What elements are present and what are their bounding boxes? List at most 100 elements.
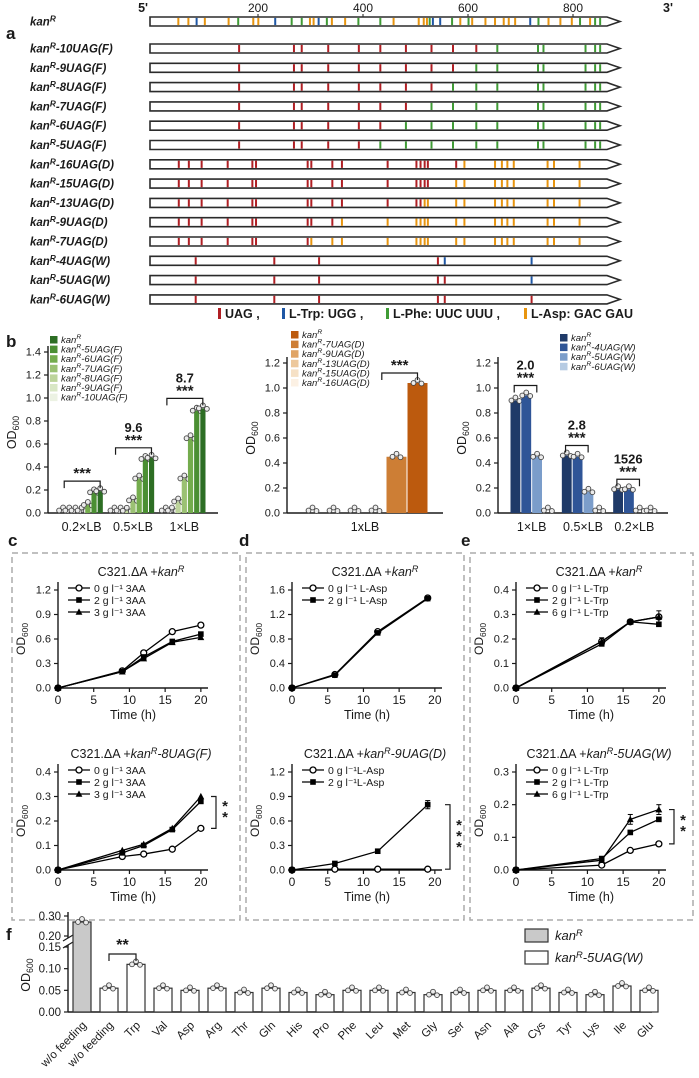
- data-point: [113, 507, 120, 514]
- data-point: [87, 489, 93, 496]
- series-line: [515, 808, 660, 871]
- x-tick-label: 5: [324, 875, 331, 889]
- series-line: [515, 616, 659, 689]
- bar: [342, 989, 362, 1013]
- legend-swatch: [50, 355, 58, 363]
- y-tick-label: 0.3: [494, 609, 509, 621]
- filled-triangle-marker: [168, 824, 176, 832]
- significance-stars: ***: [176, 382, 194, 399]
- data-point: [144, 454, 151, 461]
- legend-label: kanR-5UAG(F): [61, 344, 122, 356]
- line-chart-c-top: C321.ΔA +kanR 0.0 0.3 0.6 0.9 1.2 0 5 10 15 20 Time…: [36, 564, 208, 722]
- open-circle-marker: [197, 824, 205, 832]
- legend-label: 2 g l⁻¹ 3AA: [94, 595, 146, 607]
- filled-triangle-marker: [626, 618, 634, 625]
- y-tick-label: 1.2: [476, 358, 491, 370]
- legend-label: kanR-5UAG(W): [571, 351, 636, 363]
- data-point: [189, 407, 196, 414]
- gene-map-legend-item: L-Trp: UGG ,: [282, 307, 363, 321]
- legend-tick-icon: [524, 308, 527, 319]
- gene-row-label: kanR-5UAG(F): [30, 138, 106, 152]
- x-axis-label: Time (h): [344, 708, 390, 722]
- data-point: [349, 984, 355, 991]
- y-tick-label: 0.2: [26, 485, 41, 497]
- x-category-label: 1xLB: [351, 520, 380, 534]
- data-point: [570, 453, 577, 460]
- y-tick-label: 0.8: [270, 634, 285, 646]
- scale-tick-label: 800: [563, 1, 583, 15]
- filled-triangle-marker: [533, 608, 541, 615]
- data-point: [453, 989, 459, 996]
- legend-swatch: [291, 340, 299, 349]
- data-point: [264, 985, 270, 992]
- data-point: [330, 504, 337, 511]
- y-tick-label: 0.1: [494, 658, 509, 670]
- data-point: [83, 919, 89, 926]
- data-point: [569, 990, 575, 996]
- bar: [585, 994, 605, 1013]
- data-point: [626, 483, 632, 490]
- x-tick-label: 5: [324, 693, 331, 707]
- data-point: [643, 507, 650, 514]
- data-point: [542, 985, 548, 992]
- y-tick-label: 0.00: [39, 1007, 61, 1019]
- series-line: [57, 796, 202, 871]
- legend-label: 0 g l⁻¹ L-Asp: [328, 583, 387, 595]
- bar: [572, 456, 583, 513]
- chart-title: C321.ΔA +kanR: [556, 564, 643, 579]
- data-point: [426, 991, 432, 998]
- filled-square-marker: [289, 867, 295, 873]
- data-point: [345, 987, 351, 994]
- filled-square-marker: [534, 597, 540, 603]
- data-point: [218, 985, 224, 992]
- x-category-label: Ile: [612, 1020, 629, 1037]
- data-point: [650, 987, 656, 994]
- significance-stars: ***: [619, 463, 637, 480]
- legend-item: 3 g l⁻¹ 3AA: [68, 607, 146, 619]
- legend-item: 0 g l⁻¹L-Asp: [302, 765, 384, 777]
- data-point: [119, 507, 126, 514]
- gene-map-legend-item: L-Phe: UUC UUU ,: [386, 307, 500, 321]
- x-tick-label: 15: [616, 875, 630, 889]
- filled-square-marker: [534, 779, 540, 785]
- series-line: [515, 843, 660, 871]
- data-point: [81, 502, 87, 508]
- x-category-label: Arg: [203, 1020, 224, 1041]
- legend-swatch: [50, 393, 58, 402]
- data-point: [102, 985, 108, 992]
- gene-row-label: kanR-6UAG(W): [30, 292, 110, 306]
- data-point: [559, 452, 566, 459]
- filled-triangle-marker: [54, 866, 62, 873]
- line-chart-d-top: C321.ΔA +kanR 0.0 0.4 0.8 1.2 1.6 0 5 10 15 20 Time…: [270, 564, 442, 722]
- filled-triangle-marker: [118, 668, 126, 675]
- significance-bracket: [669, 808, 675, 845]
- significance-stars: *: [680, 823, 686, 840]
- series-line: [57, 800, 202, 871]
- y-tick-label: 0.0: [476, 508, 491, 520]
- gene-arrow: [149, 120, 623, 131]
- legend-label: kanR-13UAG(D): [302, 358, 370, 370]
- fold-change-label: 2.0: [516, 358, 534, 373]
- legend-item: 0 g l⁻¹ 3AA: [68, 765, 146, 777]
- x-tick-label: 5: [90, 875, 97, 889]
- data-point: [305, 507, 312, 514]
- x-axis-label: Time (h): [568, 708, 614, 722]
- filled-triangle-marker: [197, 633, 205, 641]
- data-point: [397, 454, 404, 461]
- y-tick-label: 1.2: [270, 767, 285, 779]
- legend-label: 0 g l⁻¹ L-Trp: [552, 583, 609, 595]
- bar: [531, 987, 551, 1013]
- data-point: [291, 989, 297, 996]
- legend-label: 0 g l⁻¹ 3AA: [94, 765, 146, 777]
- data-point: [596, 992, 602, 999]
- panel-letter-b: b: [6, 332, 17, 351]
- x-tick-label: 10: [357, 693, 371, 707]
- gene-row: kanR-13UAG(D): [30, 196, 623, 210]
- y-tick-label: 0.1: [494, 832, 509, 844]
- y-tick-label: 0.8: [265, 408, 280, 420]
- gene-row: kanR-8UAG(F): [30, 80, 623, 94]
- bar: [207, 987, 227, 1013]
- filled-triangle-marker: [140, 840, 148, 848]
- x-category-label: Asn: [472, 1020, 495, 1043]
- x-category-label: Thr: [230, 1020, 251, 1041]
